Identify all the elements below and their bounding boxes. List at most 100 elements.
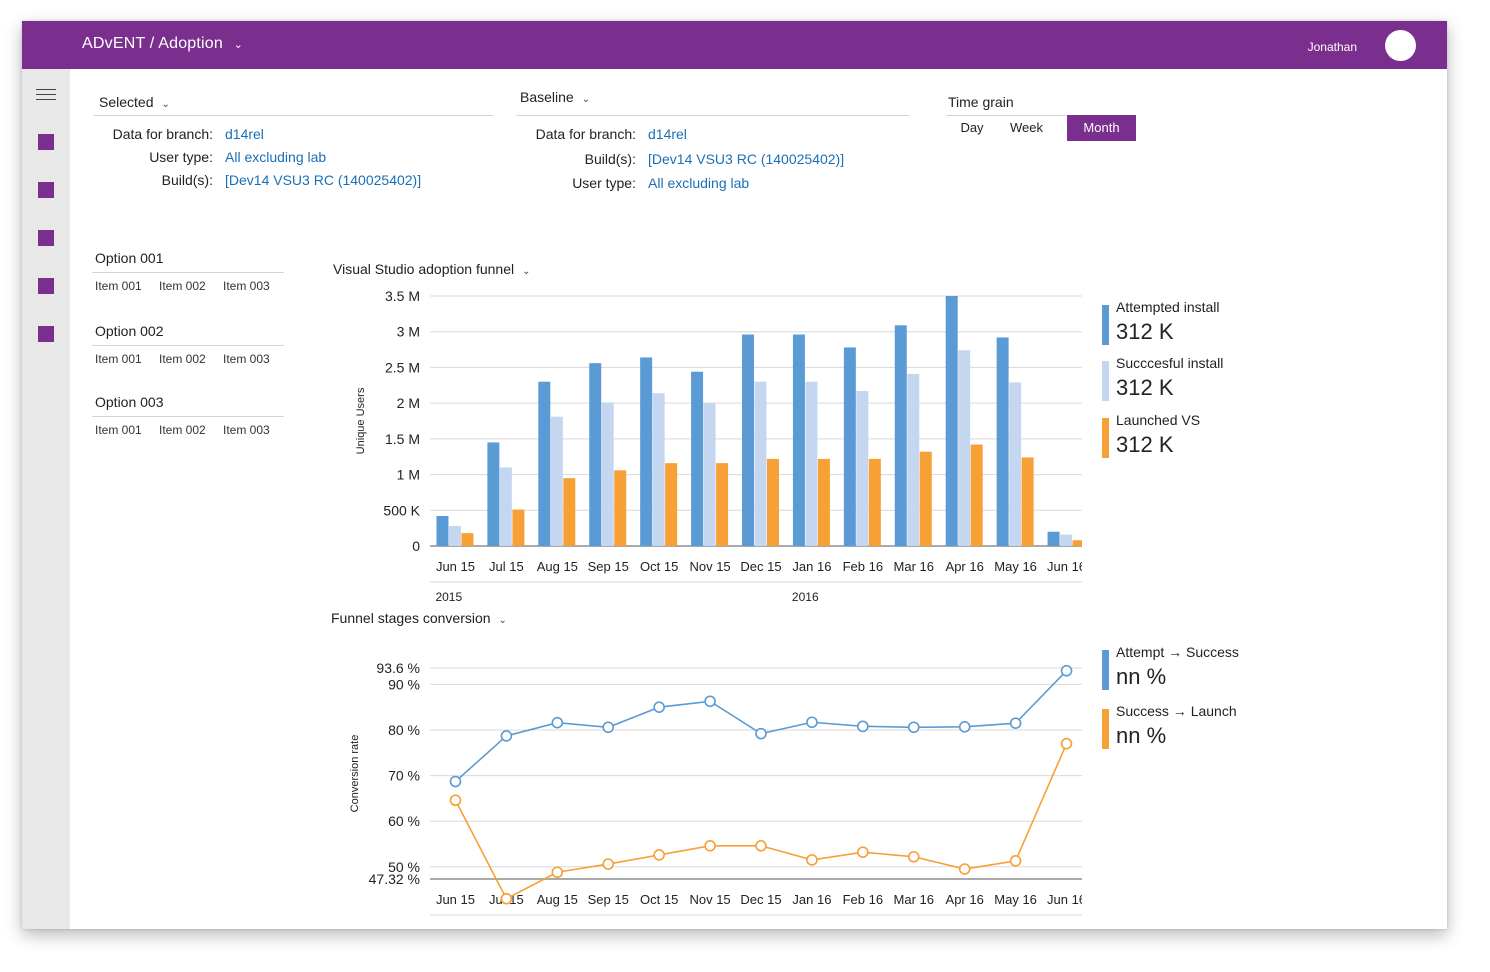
conversion-chart-title: Funnel stages conversion [331,610,491,626]
selected-filter-value-link[interactable]: d14rel [225,126,264,142]
avatar[interactable] [1385,30,1416,61]
x-tick-label: Jan 16 [792,559,831,574]
selected-filter-value-link[interactable]: All excluding lab [225,149,327,165]
baseline-filter-value-link[interactable]: [Dev14 VSU3 RC (140025402)] [648,151,845,167]
nav-item-3-icon[interactable] [38,230,54,246]
selected-filter-value-link[interactable]: [Dev14 VSU3 RC (140025402)] [225,172,422,188]
funnel-bar [817,458,830,546]
funnel-legend-label: Attempted install [1116,299,1220,315]
divider [92,272,284,273]
selected-filter-label: Data for branch: [112,126,213,142]
conversion-legend-label: Attempt → Success [1116,644,1239,660]
time-grain-day-button[interactable]: Day [960,120,984,135]
nav-item-5-icon[interactable] [38,326,54,342]
funnel-bar [843,347,856,546]
option-1-item[interactable]: Item 003 [223,279,270,293]
chevron-down-icon: ⌄ [498,615,507,626]
funnel-chart-title-dropdown[interactable]: Visual Studio adoption funnel ⌄ [333,261,531,277]
conversion-point [806,854,818,866]
funnel-bar-chart: 0 500 K 1 M 1.5 M 2 M 2.5 M 3 M 3.5 M Jun 15 Jul … [355,288,1082,604]
conversion-series-line [454,670,1068,783]
x-tick-label: Jun 16 [1047,559,1082,574]
baseline-filter-label: Build(s): [584,151,636,167]
baseline-filter-value-link[interactable]: d14rel [648,126,687,142]
funnel-bar [601,402,614,546]
conversion-point [704,840,716,852]
divider [92,416,284,417]
y-tick-label: 80 % [388,722,420,738]
baseline-dropdown[interactable]: Baseline ⌄ [520,89,590,105]
y-axis-label: Conversion rate [349,735,361,813]
funnel-legend-swatch [1102,418,1109,458]
app-title: ADvENT [82,35,146,52]
x-tick-label: May 16 [994,559,1037,574]
x-tick-label: Aug 15 [537,559,578,574]
nav-item-2-icon[interactable] [38,182,54,198]
top-bar: ADvENT / Adoption ⌄ Jonathan [22,21,1447,69]
funnel-legend-label: Launched VS [1116,412,1201,428]
conversion-chart-title-dropdown[interactable]: Funnel stages conversion ⌄ [331,610,507,626]
conversion-legend-swatch [1102,650,1109,690]
funnel-bar [894,325,907,546]
chevron-down-icon: ⌄ [233,39,244,51]
x-tick-label: Jun 15 [436,559,475,574]
funnel-bar [958,350,971,546]
conversion-point [500,892,513,905]
divider [516,115,909,116]
y-tick-label: 500 K [383,502,420,518]
app-breadcrumb[interactable]: ADvENT / Adoption ⌄ [82,35,244,52]
y-tick-label: 1.5 M [385,431,420,447]
conversion-legend-value: nn % [1116,664,1167,689]
funnel-bar [716,463,729,546]
x-tick-label: Aug 15 [537,892,578,907]
time-grain-month-button[interactable]: Month [1067,115,1136,141]
y-tick-label: 47.32 % [369,871,420,887]
funnel-bar [767,458,779,546]
x-tick-label: Nov 15 [689,892,730,907]
option-1-item[interactable]: Item 002 [159,279,206,293]
option-1-item[interactable]: Item 001 [95,279,142,293]
selected-filter-label: Build(s): [161,172,213,188]
user-name: Jonathan [1307,40,1357,54]
funnel-legend-value: 312 K [1116,319,1174,344]
x-tick-label: Apr 16 [946,892,984,907]
baseline-filter-label: User type: [572,175,636,191]
selected-header: Selected [99,94,154,110]
option-3-item[interactable]: Item 001 [95,423,142,437]
x-tick-label: Feb 16 [843,892,883,907]
funnel-bar [461,533,474,546]
baseline-filter-value-link[interactable]: All excluding lab [648,175,750,191]
funnel-bar [754,381,767,546]
nav-item-4-icon[interactable] [38,278,54,294]
conversion-point [755,727,767,740]
chevron-down-icon: ⌄ [522,266,531,277]
option-3-item[interactable]: Item 003 [223,423,270,437]
year-label: 2016 [792,590,819,604]
baseline-filter-label: Data for branch: [535,126,636,142]
conversion-point [907,850,920,863]
selected-dropdown[interactable]: Selected ⌄ [99,94,170,110]
conversion-point [449,794,462,807]
y-tick-label: 0 [412,538,420,554]
funnel-bar [792,334,805,546]
divider [94,115,493,116]
conversion-point [551,866,564,879]
option-2-item[interactable]: Item 001 [95,352,142,366]
y-axis-label: Unique Users [355,387,367,454]
y-tick-label: 70 % [388,768,420,784]
conversion-point [857,846,869,858]
funnel-bar [652,393,665,546]
conversion-legend-swatch [1102,709,1109,749]
funnel-bar [742,334,754,546]
option-2-item[interactable]: Item 003 [223,352,270,366]
y-tick-label: 3 M [397,324,420,340]
conversion-point [1009,855,1022,867]
option-3-item[interactable]: Item 002 [159,423,206,437]
hamburger-menu-icon[interactable] [36,89,56,103]
time-grain-week-button[interactable]: Week [1010,120,1043,135]
x-tick-label: Jun 15 [436,892,475,907]
nav-item-1-icon[interactable] [38,134,54,150]
funnel-bar [856,391,869,546]
option-2-item[interactable]: Item 002 [159,352,206,366]
y-tick-label: 1 M [397,467,420,483]
